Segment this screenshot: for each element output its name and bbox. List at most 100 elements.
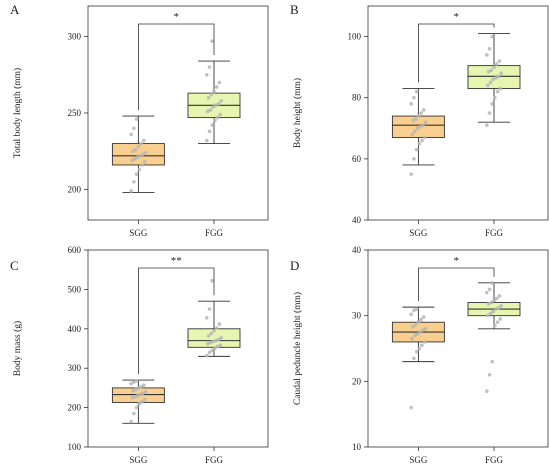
data-point bbox=[485, 313, 490, 318]
panel-label: A bbox=[10, 2, 20, 17]
y-tick-label: 10 bbox=[352, 442, 362, 452]
data-point bbox=[210, 39, 214, 43]
data-point bbox=[421, 328, 425, 332]
data-point bbox=[210, 348, 214, 353]
y-tick-label: 500 bbox=[68, 284, 82, 294]
data-point bbox=[215, 344, 220, 349]
points-sgg bbox=[409, 307, 428, 410]
data-point bbox=[497, 294, 502, 298]
points-fgg bbox=[205, 278, 223, 358]
panel-label: C bbox=[10, 258, 19, 273]
data-point bbox=[133, 387, 138, 392]
data-point bbox=[131, 149, 135, 154]
data-point bbox=[207, 350, 212, 355]
data-point bbox=[414, 307, 419, 311]
data-point bbox=[412, 95, 416, 100]
data-point bbox=[130, 158, 134, 163]
data-point bbox=[143, 390, 148, 394]
data-point bbox=[207, 129, 212, 134]
data-point bbox=[499, 304, 504, 308]
data-point bbox=[485, 83, 490, 88]
significance-bracket: * bbox=[137, 11, 215, 111]
panel-b: B 40 60 80 100 Body height (mm) SGG FGG * bbox=[290, 2, 549, 238]
box-sgg bbox=[111, 115, 165, 193]
data-point bbox=[414, 349, 419, 354]
data-point bbox=[422, 135, 427, 140]
data-point bbox=[493, 323, 497, 328]
data-point bbox=[493, 95, 497, 100]
data-point bbox=[496, 74, 501, 79]
data-point bbox=[416, 320, 421, 325]
data-point bbox=[211, 339, 215, 344]
data-point bbox=[417, 141, 422, 146]
data-point bbox=[129, 132, 133, 137]
significance-marker: ** bbox=[171, 255, 182, 267]
data-point bbox=[209, 331, 214, 336]
y-axis-label: Body height (mm) bbox=[292, 78, 303, 148]
data-point bbox=[214, 103, 218, 108]
data-point bbox=[485, 290, 489, 295]
points-sgg bbox=[129, 379, 148, 424]
data-point bbox=[215, 115, 220, 120]
data-point bbox=[206, 334, 211, 338]
data-point bbox=[136, 144, 141, 149]
data-point bbox=[218, 112, 223, 117]
data-point bbox=[486, 69, 491, 74]
data-point bbox=[129, 419, 133, 424]
data-point bbox=[208, 108, 213, 112]
bracket-line bbox=[137, 23, 215, 111]
data-point bbox=[132, 179, 136, 184]
y-tick-label: 200 bbox=[68, 403, 82, 413]
data-point bbox=[412, 157, 416, 161]
data-point bbox=[409, 405, 414, 410]
data-point bbox=[487, 47, 492, 51]
data-point bbox=[409, 312, 414, 317]
y-tick-label: 80 bbox=[352, 93, 362, 103]
data-point bbox=[218, 343, 223, 348]
data-point bbox=[490, 34, 495, 39]
data-point bbox=[422, 315, 426, 319]
data-point bbox=[420, 343, 424, 348]
data-point bbox=[494, 62, 499, 66]
y-tick-label: 400 bbox=[68, 324, 82, 334]
data-point bbox=[413, 117, 418, 121]
data-point bbox=[205, 315, 209, 320]
data-point bbox=[216, 337, 221, 342]
data-point bbox=[421, 123, 425, 128]
data-point bbox=[485, 123, 489, 128]
data-point bbox=[142, 138, 146, 143]
data-point bbox=[488, 311, 493, 316]
points-sgg bbox=[409, 89, 428, 176]
data-point bbox=[140, 399, 144, 404]
box-fgg bbox=[467, 282, 521, 330]
significance-marker: * bbox=[453, 11, 459, 23]
significance-marker: * bbox=[173, 11, 179, 23]
x-tick-label-fgg: FGG bbox=[205, 228, 224, 238]
data-point bbox=[423, 327, 428, 331]
data-point bbox=[135, 155, 140, 160]
data-point bbox=[490, 102, 495, 106]
panel-label: B bbox=[290, 2, 299, 17]
plot-frame bbox=[367, 5, 549, 221]
plot-frame bbox=[367, 249, 549, 448]
data-point bbox=[412, 356, 416, 361]
data-point bbox=[491, 309, 495, 314]
data-point bbox=[423, 120, 428, 124]
plot-frame bbox=[87, 5, 269, 221]
data-point bbox=[134, 172, 139, 176]
panel-d: D 10 20 30 40 Caudal peduncle height (mm) SGG F… bbox=[290, 245, 549, 464]
data-point bbox=[129, 381, 133, 386]
data-point bbox=[212, 89, 216, 94]
data-point bbox=[411, 118, 415, 123]
data-point bbox=[487, 287, 492, 292]
data-point bbox=[485, 389, 489, 393]
x-tick-label-fgg: FGG bbox=[205, 455, 224, 464]
y-axis-label: Total body length (mm) bbox=[12, 68, 23, 158]
data-point bbox=[422, 340, 427, 344]
data-point bbox=[206, 95, 211, 100]
data-point bbox=[214, 326, 219, 330]
data-point bbox=[498, 317, 503, 321]
data-point bbox=[490, 359, 495, 364]
data-point bbox=[413, 323, 418, 327]
